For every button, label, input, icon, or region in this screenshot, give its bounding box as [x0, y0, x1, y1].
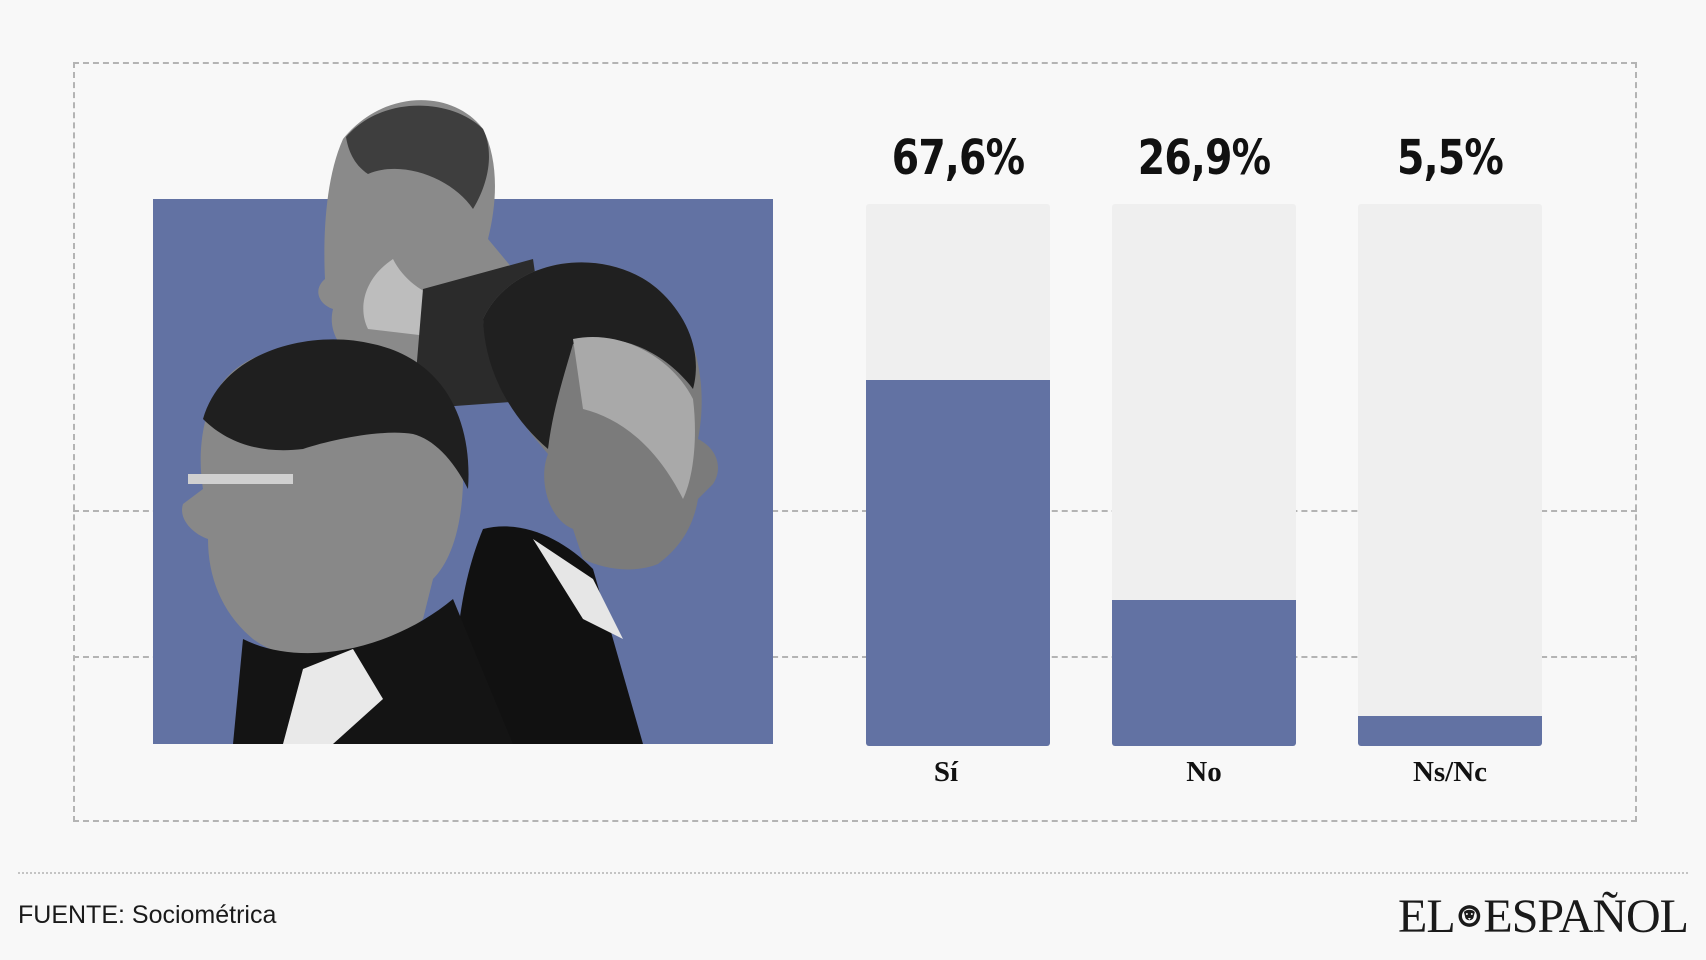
bar-track-nsnc [1358, 204, 1542, 746]
chart-frame [73, 62, 1637, 822]
source-note: FUENTE: Sociométrica [18, 901, 277, 929]
bar-value-label-nsnc: 5,5% [1397, 130, 1504, 186]
bar-category-label-si: Sí [933, 756, 959, 788]
bar-value-label-no: 26,9% [1137, 130, 1271, 186]
bar-track-si [866, 204, 1050, 746]
politicians-photo-panel [153, 100, 773, 744]
bar-no [1112, 600, 1296, 746]
politicians-collage-image [182, 100, 718, 744]
bar-category-label-no: No [1186, 756, 1222, 788]
logo-text-left: EL [1398, 889, 1456, 943]
bar-nsnc [1358, 716, 1542, 746]
bar-category-label-nsnc: Ns/Nc [1412, 756, 1488, 788]
bar-value-label-si: 67,6% [891, 130, 1025, 186]
guide-line-lower [73, 656, 1637, 658]
figure-back [318, 100, 553, 409]
figure-left [182, 339, 513, 744]
logo-text-right: ESPAÑOL [1483, 889, 1689, 943]
figure-right [453, 262, 718, 744]
guide-line-upper [73, 510, 1637, 512]
footer-divider [18, 872, 1688, 874]
bar-si [866, 379, 1050, 746]
lion-icon [1458, 905, 1480, 927]
el-espanol-logo[interactable]: EL ESPAÑOL [1398, 886, 1689, 946]
bar-track-no [1112, 204, 1296, 746]
